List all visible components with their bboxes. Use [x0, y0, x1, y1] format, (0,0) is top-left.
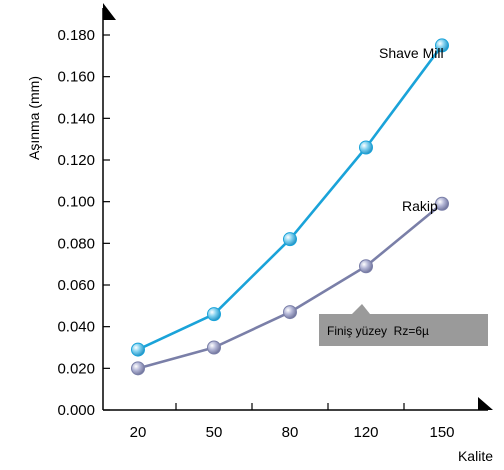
- data-point-rakip: [207, 340, 221, 355]
- y-tick-label: 0.140: [57, 110, 95, 127]
- callout-box: [319, 314, 488, 346]
- y-tick-label: 0.000: [57, 402, 95, 419]
- data-point-shave-mill: [131, 342, 145, 357]
- x-tick-label: 150: [429, 424, 454, 441]
- x-tick-label: 50: [206, 424, 223, 441]
- series-layer: [131, 38, 449, 376]
- data-point-rakip: [435, 196, 449, 211]
- y-tick-label: 0.020: [57, 360, 95, 377]
- data-point-shave-mill: [207, 307, 221, 322]
- x-axis-title: Kalite: [458, 448, 493, 464]
- x-tick-label: 80: [282, 424, 299, 441]
- y-tick-label: 0.120: [57, 152, 95, 169]
- data-point-shave-mill: [283, 232, 297, 247]
- y-ticks: 0.000 0.020 0.040 0.060 0.080 0.100 0.120 0.140…: [57, 27, 110, 419]
- y-axis-arrow: [103, 3, 116, 20]
- x-axis-arrow: [478, 397, 493, 410]
- x-tick-label: 120: [353, 424, 378, 441]
- data-point-rakip: [283, 305, 297, 320]
- data-point-shave-mill: [435, 38, 449, 53]
- data-point-rakip: [131, 361, 145, 376]
- callout-text: Finiş yüzey Rz=6µ: [327, 324, 429, 338]
- x-ticks: 20 50 80 120 150: [130, 403, 481, 441]
- y-tick-label: 0.060: [57, 277, 95, 294]
- callout-pointer: [352, 304, 370, 314]
- surface-finish-callout: Finiş yüzey Rz=6µ: [319, 304, 488, 346]
- y-tick-label: 0.100: [57, 194, 95, 211]
- series-line-shave-mill: [137, 44, 444, 351]
- y-tick-label: 0.040: [57, 319, 95, 336]
- series-label-shave-mill: Shave Mill: [379, 45, 444, 61]
- data-point-rakip: [359, 259, 373, 274]
- series-label-rakip: Rakip: [402, 198, 438, 214]
- y-tick-label: 0.180: [57, 27, 95, 44]
- data-point-shave-mill: [359, 140, 373, 155]
- y-tick-label: 0.080: [57, 235, 95, 252]
- y-axis-title: Aşınma (mm): [26, 76, 42, 160]
- y-tick-label: 0.160: [57, 69, 95, 86]
- x-tick-label: 20: [130, 424, 147, 441]
